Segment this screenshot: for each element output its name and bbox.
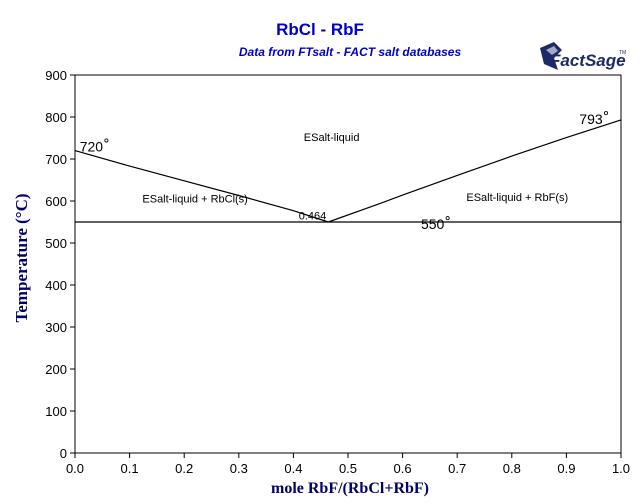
temperature-label: 720	[80, 138, 104, 154]
region-label: ESalt-liquid + RbCl(s)	[142, 194, 247, 206]
y-tick-label: 700	[45, 152, 67, 167]
y-tick-label: 200	[45, 362, 67, 377]
region-label: ESalt-liquid	[304, 132, 360, 144]
x-tick-label: 0.1	[121, 461, 139, 476]
degree-symbol	[603, 111, 608, 116]
logo-text: FactSage	[550, 51, 626, 70]
x-tick-label: 1.0	[612, 461, 630, 476]
y-tick-label: 100	[45, 404, 67, 419]
logo-trademark: TM	[619, 50, 626, 56]
x-tick-label: 0.0	[66, 461, 84, 476]
y-tick-label: 900	[45, 68, 67, 83]
x-tick-label: 0.8	[503, 461, 521, 476]
x-tick-label: 0.6	[394, 461, 412, 476]
liquidus-rbf-line	[328, 119, 622, 223]
logo-cube-facet	[546, 46, 558, 55]
chart-title: RbCl - RbF	[276, 20, 364, 39]
y-tick-label: 600	[45, 194, 67, 209]
y-axis-label: Temperature (°C)	[12, 193, 31, 323]
chart-subtitle: Data from FTsalt - FACT salt databases	[238, 45, 462, 59]
x-axis-label: mole RbF/(RbCl+RbF)	[271, 480, 429, 497]
degree-symbol	[445, 216, 450, 221]
factsage-logo: FactSage TM	[536, 40, 626, 72]
y-tick-label: 800	[45, 110, 67, 125]
x-tick-label: 0.9	[557, 461, 575, 476]
x-tick-label: 0.5	[339, 461, 357, 476]
factsage-logo-icon: FactSage TM	[540, 42, 626, 70]
x-tick-label: 0.4	[284, 461, 302, 476]
y-tick-label: 400	[45, 278, 67, 293]
x-tick-label: 0.2	[175, 461, 193, 476]
logo-cube-shape	[540, 42, 562, 70]
y-tick-label: 500	[45, 236, 67, 251]
temperature-label: 550	[421, 216, 445, 232]
liquidus-rbcl-line	[74, 150, 329, 223]
x-tick-label: 0.3	[230, 461, 248, 476]
temperature-label: 793	[579, 111, 603, 127]
region-label: 0.464	[299, 210, 327, 222]
y-tick-label: 0	[60, 446, 67, 461]
region-label: ESalt-liquid + RbF(s)	[466, 192, 568, 204]
degree-symbol	[104, 138, 109, 143]
y-tick-label: 300	[45, 320, 67, 335]
x-tick-label: 0.7	[448, 461, 466, 476]
